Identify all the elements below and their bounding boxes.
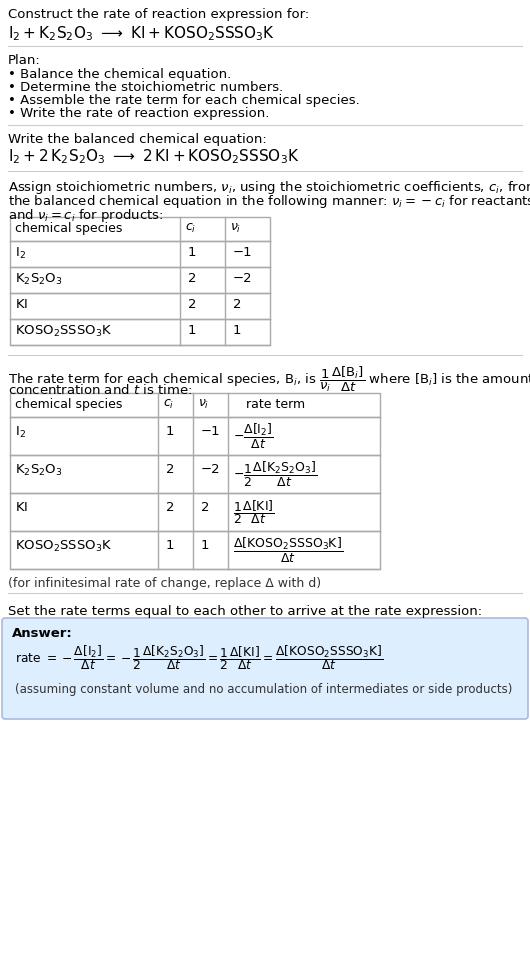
Text: $\nu_i$: $\nu_i$ [230,222,241,235]
Text: $\mathrm{I_2}$: $\mathrm{I_2}$ [15,425,26,440]
Text: Plan:: Plan: [8,54,41,67]
Text: Write the balanced chemical equation:: Write the balanced chemical equation: [8,133,267,146]
Text: Answer:: Answer: [12,627,73,640]
Text: 2: 2 [233,298,242,311]
Text: $\dfrac{\Delta[\mathrm{KOSO_2SSSO_3K}]}{\Delta t}$: $\dfrac{\Delta[\mathrm{KOSO_2SSSO_3K}]}{… [233,536,343,564]
Text: $\mathrm{K_2S_2O_3}$: $\mathrm{K_2S_2O_3}$ [15,463,63,478]
Text: −2: −2 [201,463,220,476]
Text: 2: 2 [188,272,197,285]
Text: $c_i$: $c_i$ [185,222,196,235]
Text: (for infinitesimal rate of change, replace Δ with d): (for infinitesimal rate of change, repla… [8,577,321,590]
Text: 1: 1 [166,539,174,552]
Text: $\mathrm{I_2 + K_2S_2O_3 \ \longrightarrow \ KI + KOSO_2SSSO_3K}$: $\mathrm{I_2 + K_2S_2O_3 \ \longrightarr… [8,24,275,43]
Text: $\mathrm{I_2 + 2\,K_2S_2O_3 \ \longrightarrow \ 2\,KI + KOSO_2SSSO_3K}$: $\mathrm{I_2 + 2\,K_2S_2O_3 \ \longright… [8,147,299,166]
Text: −1: −1 [201,425,220,438]
Text: 1: 1 [201,539,209,552]
Text: $\mathrm{K_2S_2O_3}$: $\mathrm{K_2S_2O_3}$ [15,272,63,287]
Text: $\nu_i$: $\nu_i$ [198,398,209,411]
Text: • Write the rate of reaction expression.: • Write the rate of reaction expression. [8,107,269,120]
Text: chemical species: chemical species [15,222,122,235]
Text: $\mathrm{KOSO_2SSSO_3K}$: $\mathrm{KOSO_2SSSO_3K}$ [15,324,112,339]
Text: 2: 2 [201,501,209,514]
Text: • Determine the stoichiometric numbers.: • Determine the stoichiometric numbers. [8,81,283,94]
Bar [10,393,380,569]
Text: $-\dfrac{\Delta[\mathrm{I_2}]}{\Delta t}$: $-\dfrac{\Delta[\mathrm{I_2}]}{\Delta t}… [233,422,273,451]
Text: • Assemble the rate term for each chemical species.: • Assemble the rate term for each chemic… [8,94,360,107]
Text: rate $= -\dfrac{\Delta[\mathrm{I_2}]}{\Delta t} = -\dfrac{1}{2}\dfrac{\Delta[\ma: rate $= -\dfrac{\Delta[\mathrm{I_2}]}{\D… [15,643,383,671]
Text: $\mathrm{KOSO_2SSSO_3K}$: $\mathrm{KOSO_2SSSO_3K}$ [15,539,112,554]
FancyBboxPatch shape [2,618,528,719]
Text: The rate term for each chemical species, $\mathrm{B}_i$, is $\dfrac{1}{\nu_i}\df: The rate term for each chemical species,… [8,365,530,394]
Text: and $\nu_i = c_i$ for products:: and $\nu_i = c_i$ for products: [8,207,164,224]
Text: 2: 2 [166,463,174,476]
Text: $\mathrm{KI}$: $\mathrm{KI}$ [15,501,28,514]
Text: 1: 1 [188,246,197,259]
Text: −1: −1 [233,246,253,259]
Text: $c_i$: $c_i$ [163,398,174,411]
Text: • Balance the chemical equation.: • Balance the chemical equation. [8,68,231,81]
Text: Set the rate terms equal to each other to arrive at the rate expression:: Set the rate terms equal to each other t… [8,605,482,618]
Text: 2: 2 [188,298,197,311]
Text: Assign stoichiometric numbers, $\nu_i$, using the stoichiometric coefficients, $: Assign stoichiometric numbers, $\nu_i$, … [8,179,530,196]
Text: rate term: rate term [246,398,305,411]
Text: 2: 2 [166,501,174,514]
Text: $\mathrm{I_2}$: $\mathrm{I_2}$ [15,246,26,262]
Text: $-\dfrac{1}{2}\dfrac{\Delta[\mathrm{K_2S_2O_3}]}{\Delta t}$: $-\dfrac{1}{2}\dfrac{\Delta[\mathrm{K_2S… [233,460,317,489]
Text: 1: 1 [166,425,174,438]
Bar [10,217,270,345]
Text: concentration and $t$ is time:: concentration and $t$ is time: [8,383,192,397]
Text: 1: 1 [233,324,242,337]
Text: $\mathrm{KI}$: $\mathrm{KI}$ [15,298,28,311]
Text: Construct the rate of reaction expression for:: Construct the rate of reaction expressio… [8,8,309,21]
Text: the balanced chemical equation in the following manner: $\nu_i = -c_i$ for react: the balanced chemical equation in the fo… [8,193,530,210]
Text: chemical species: chemical species [15,398,122,411]
Text: 1: 1 [188,324,197,337]
Text: (assuming constant volume and no accumulation of intermediates or side products): (assuming constant volume and no accumul… [15,683,513,696]
Text: $\dfrac{1}{2}\dfrac{\Delta[\mathrm{KI}]}{\Delta t}$: $\dfrac{1}{2}\dfrac{\Delta[\mathrm{KI}]}… [233,498,275,526]
Text: −2: −2 [233,272,253,285]
